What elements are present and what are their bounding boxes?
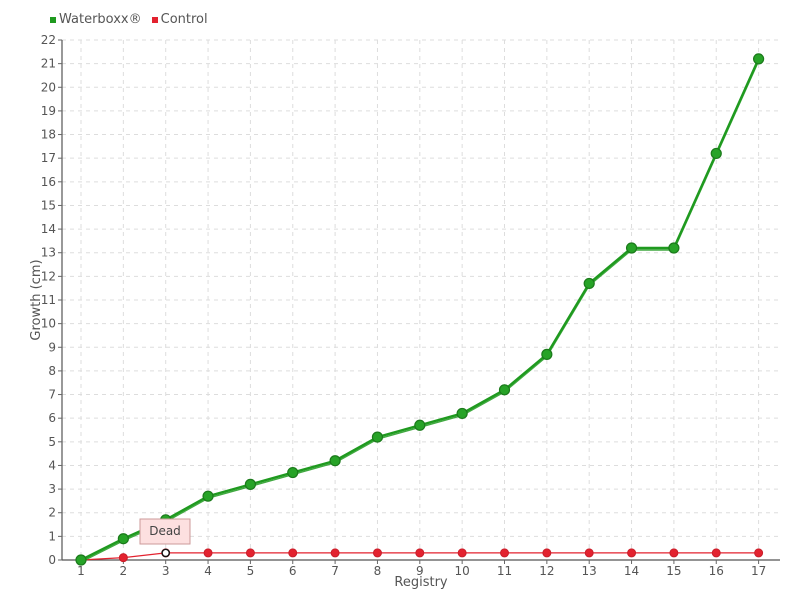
annotation-box xyxy=(139,518,191,545)
data-point-waterboxx xyxy=(541,348,553,360)
data-point-control xyxy=(542,548,552,558)
y-tick-label: 0 xyxy=(48,553,56,567)
y-tick-label: 13 xyxy=(41,246,56,260)
legend-label-waterboxx: Waterboxx® xyxy=(59,12,142,27)
y-tick-label: 9 xyxy=(48,340,56,354)
y-tick-label: 1 xyxy=(48,529,56,543)
x-tick-label: 3 xyxy=(162,564,170,578)
y-tick-label: 18 xyxy=(41,128,56,142)
x-tick-label: 14 xyxy=(624,564,639,578)
data-point-waterboxx xyxy=(202,490,214,502)
legend-item-control[interactable]: Control xyxy=(151,12,208,27)
annotation-point-control xyxy=(161,548,170,558)
data-point-waterboxx xyxy=(75,554,87,566)
data-point-control xyxy=(118,553,128,563)
data-point-waterboxx xyxy=(625,242,638,254)
data-point-control xyxy=(711,548,721,558)
x-tick-label: 15 xyxy=(666,564,681,578)
y-tick-label: 14 xyxy=(41,222,56,236)
data-point-control xyxy=(372,548,382,558)
y-tick-label: 4 xyxy=(48,458,56,472)
data-point-control xyxy=(203,548,213,558)
x-tick-label: 12 xyxy=(539,564,554,578)
data-point-waterboxx xyxy=(583,277,595,290)
x-tick-label: 9 xyxy=(416,564,424,578)
x-tick-label: 11 xyxy=(497,564,512,578)
y-tick-label: 11 xyxy=(41,293,56,307)
data-point-waterboxx xyxy=(117,533,129,545)
y-tick-label: 5 xyxy=(48,435,56,449)
x-tick-label: 2 xyxy=(120,564,128,578)
data-point-waterboxx xyxy=(668,242,680,254)
x-tick-label: 16 xyxy=(709,564,724,578)
legend-swatch-control xyxy=(151,17,158,23)
y-tick-label: 8 xyxy=(48,364,56,378)
annotation-label: Dead xyxy=(149,524,181,538)
y-tick-label: 7 xyxy=(48,388,56,402)
y-tick-label: 3 xyxy=(48,482,56,496)
x-tick-label: 6 xyxy=(289,564,297,578)
data-point-control xyxy=(669,548,679,558)
x-axis-label: Registry xyxy=(394,575,448,590)
data-point-control xyxy=(627,548,637,558)
x-tick-label: 17 xyxy=(751,564,766,578)
y-tick-label: 12 xyxy=(41,269,56,283)
y-tick-label: 17 xyxy=(41,151,56,165)
legend-swatch-waterboxx xyxy=(50,17,56,23)
data-point-waterboxx xyxy=(710,147,722,160)
data-point-control xyxy=(500,548,509,558)
y-tick-label: 15 xyxy=(41,198,56,212)
data-point-control xyxy=(330,548,340,558)
x-tick-label: 13 xyxy=(582,564,597,578)
x-tick-label: 4 xyxy=(204,564,212,578)
data-point-waterboxx xyxy=(371,431,384,443)
x-tick-label: 5 xyxy=(247,564,255,578)
data-point-waterboxx xyxy=(329,455,341,467)
data-point-waterboxx xyxy=(414,419,426,431)
data-point-control xyxy=(245,548,255,558)
y-axis-label: Growth (cm) xyxy=(29,259,44,340)
data-point-control xyxy=(754,548,764,558)
data-point-control xyxy=(584,548,594,558)
x-tick-label: 1 xyxy=(77,564,85,578)
x-tick-label: 10 xyxy=(455,564,470,578)
data-point-waterboxx xyxy=(752,53,765,65)
x-tick-label: 7 xyxy=(331,564,339,578)
y-tick-label: 20 xyxy=(41,80,56,94)
y-tick-label: 10 xyxy=(41,317,56,331)
data-point-control xyxy=(415,548,425,558)
y-tick-label: 22 xyxy=(41,33,56,47)
data-point-waterboxx xyxy=(287,466,299,479)
y-tick-label: 19 xyxy=(41,104,56,118)
data-point-control xyxy=(288,548,298,558)
y-tick-label: 2 xyxy=(48,506,56,520)
data-point-control xyxy=(457,548,467,558)
x-tick-label: 8 xyxy=(374,564,382,578)
chart-legend: Waterboxx® Control xyxy=(50,12,208,27)
data-point-waterboxx xyxy=(244,478,256,490)
y-tick-label: 21 xyxy=(41,57,56,71)
legend-item-waterboxx[interactable]: Waterboxx® xyxy=(50,12,142,27)
legend-label-control: Control xyxy=(160,12,208,27)
y-tick-label: 6 xyxy=(48,411,56,425)
y-tick-label: 16 xyxy=(41,175,56,189)
data-point-waterboxx xyxy=(498,384,511,396)
data-point-waterboxx xyxy=(456,407,468,420)
